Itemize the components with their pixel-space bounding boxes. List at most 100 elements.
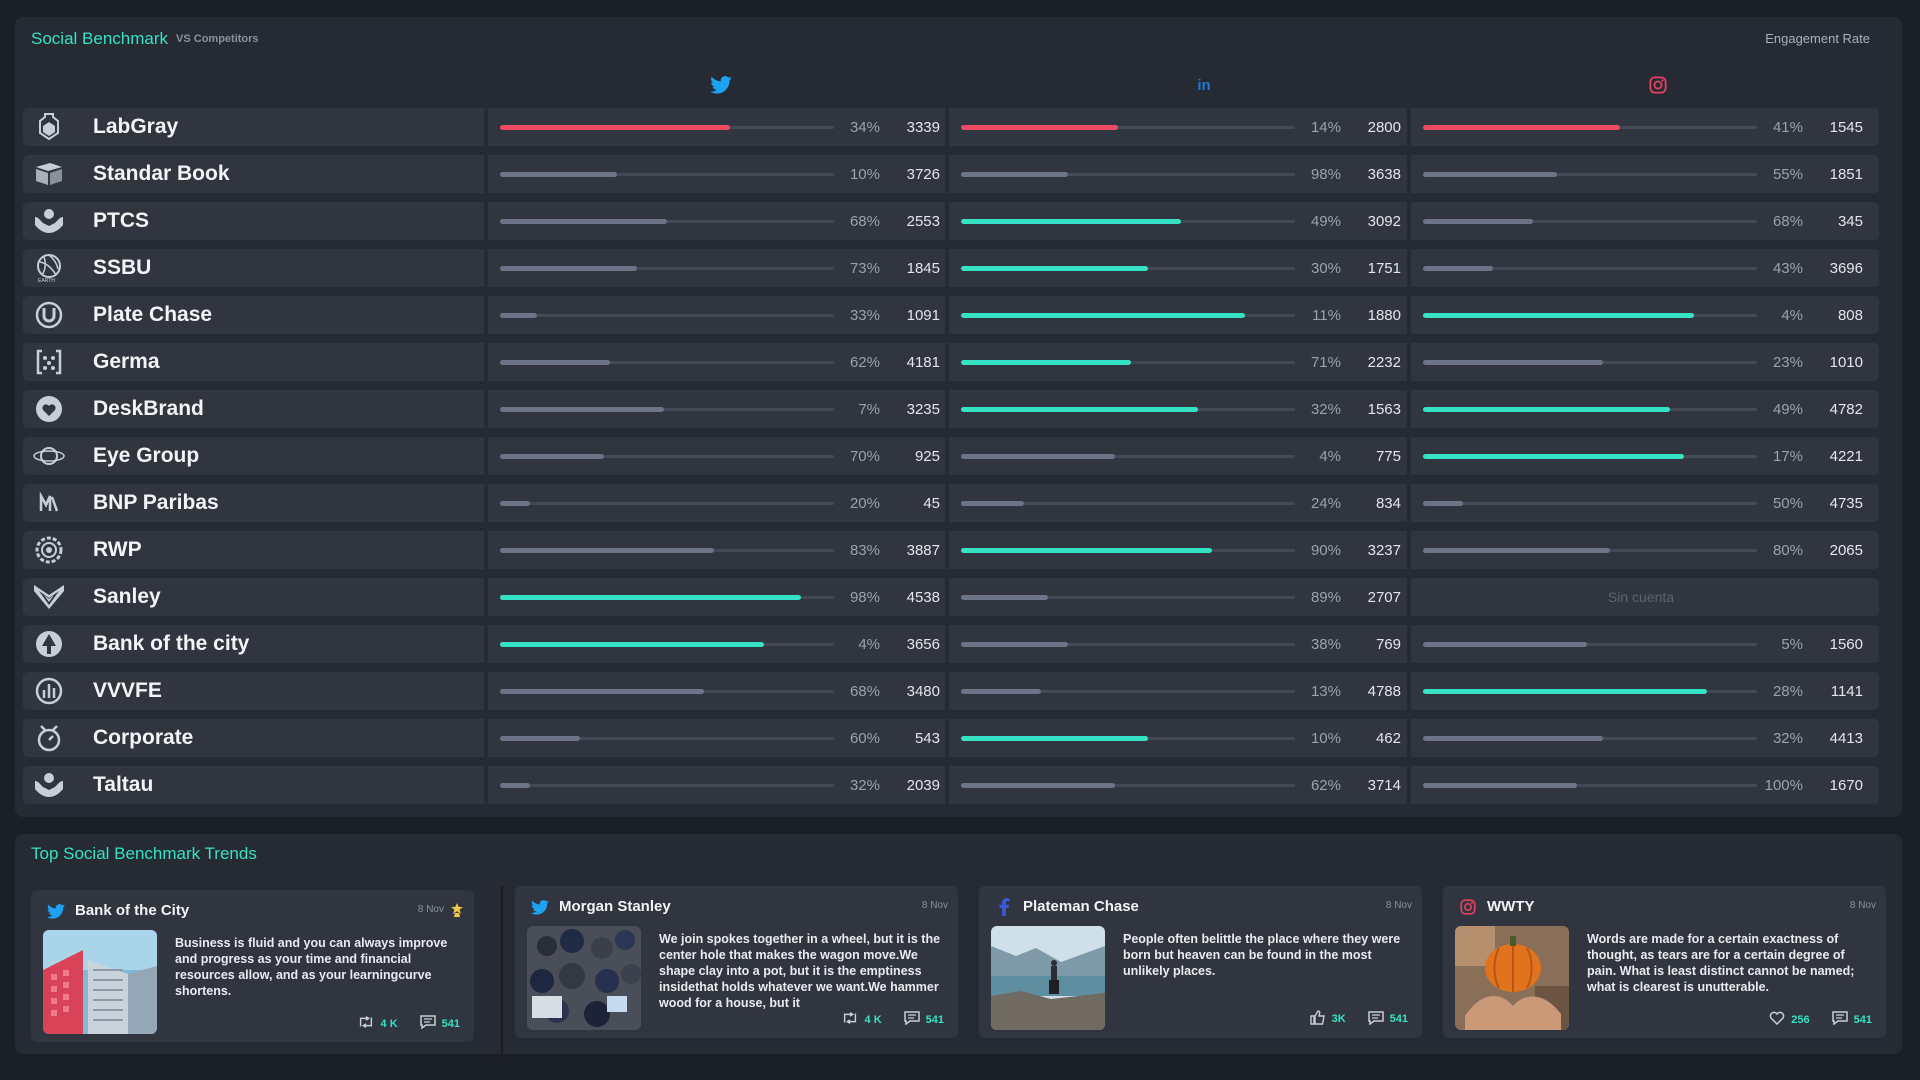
table-row[interactable]: Plate Chase 33% 1091 11% 1880 4% 808	[23, 294, 1879, 341]
stat-comments[interactable]: 541	[903, 1011, 944, 1028]
progress-fill	[961, 548, 1212, 553]
count-value: 3656	[906, 636, 940, 653]
count-value: 462	[1375, 730, 1401, 747]
card-stats: 3K 541	[1296, 1010, 1408, 1028]
table-row[interactable]: Bank of the city 4% 3656 38% 769 5% 1560	[23, 623, 1879, 670]
progress-fill	[500, 172, 617, 177]
stat-primary[interactable]: 4 K	[841, 1011, 882, 1028]
linkedin-cell: 30% 1751	[949, 249, 1411, 287]
progress-track	[500, 595, 834, 600]
stat-primary[interactable]: 256	[1769, 1011, 1810, 1028]
count-value: 1091	[906, 307, 940, 324]
count-value: 3714	[1367, 777, 1401, 794]
progress-fill	[1423, 783, 1577, 788]
percent-value: 80%	[1772, 542, 1803, 559]
linkedin-cell: 98% 3638	[949, 155, 1411, 193]
like-icon	[1309, 1010, 1326, 1028]
percent-value: 68%	[849, 213, 880, 230]
progress-track	[961, 689, 1295, 694]
column-separator	[945, 437, 949, 475]
count-value: 4413	[1829, 730, 1863, 747]
brand-cell: PTCS	[23, 202, 488, 240]
table-row[interactable]: Corporate 60% 543 10% 462 32% 4413	[23, 717, 1879, 764]
brand-name: BNP Paribas	[93, 491, 219, 514]
instagram-cell: 49% 4782	[1411, 390, 1873, 428]
instagram-cell: 32% 4413	[1411, 719, 1873, 757]
count-value: 4538	[906, 589, 940, 606]
table-row[interactable]: Sanley 98% 4538 89% 2707 Sin cuenta	[23, 576, 1879, 623]
percent-value: 32%	[849, 777, 880, 794]
linkedin-cell: 38% 769	[949, 625, 1411, 663]
progress-track	[1423, 501, 1757, 506]
column-separator	[484, 625, 488, 663]
progress-fill	[500, 642, 764, 647]
progress-fill	[500, 219, 667, 224]
table-row[interactable]: LabGray 34% 3339 14% 2800 41% 1545	[23, 106, 1879, 153]
card-date: 8 Nov	[1849, 900, 1876, 911]
table-row[interactable]: Germa 62% 4181 71% 2232 23% 1010	[23, 341, 1879, 388]
trend-card[interactable]: Morgan Stanley 8 Nov We join spokes toge…	[515, 886, 958, 1038]
progress-fill	[961, 595, 1048, 600]
percent-value: 20%	[849, 495, 880, 512]
brand-cell: Eye Group	[23, 437, 488, 475]
brand-name: Plate Chase	[93, 303, 213, 326]
count-value: 1563	[1367, 401, 1401, 418]
table-row[interactable]: PTCS 68% 2553 49% 3092 68% 345	[23, 200, 1879, 247]
progress-track	[500, 219, 834, 224]
lake-photo[interactable]	[991, 926, 1105, 1030]
percent-value: 62%	[849, 354, 880, 371]
stat-comments[interactable]: 541	[1367, 1010, 1408, 1028]
table-row[interactable]: Taltau 32% 2039 62% 3714 100% 1670	[23, 764, 1879, 811]
table-row[interactable]: BNP Paribas 20% 45 24% 834 50% 4735	[23, 482, 1879, 529]
stat-primary[interactable]: 3K	[1309, 1010, 1346, 1028]
pumpkin-photo[interactable]	[1455, 926, 1569, 1030]
linkedin-cell: 14% 2800	[949, 108, 1411, 146]
percent-value: 32%	[1310, 401, 1341, 418]
stat-primary[interactable]: 4 K	[357, 1015, 398, 1032]
table-row[interactable]: RWP 83% 3887 90% 3237 80% 2065	[23, 529, 1879, 576]
progress-fill	[1423, 125, 1621, 130]
instagram-icon	[1646, 73, 1670, 97]
table-row[interactable]: Eye Group 70% 925 4% 775 17% 4221	[23, 435, 1879, 482]
brand-cell: BNP Paribas	[23, 484, 488, 522]
linkedin-cell: 32% 1563	[949, 390, 1411, 428]
column-separator	[945, 108, 949, 146]
twitter-cell: 34% 3339	[488, 108, 950, 146]
instagram-icon	[1457, 896, 1479, 918]
twitter-cell: 10% 3726	[488, 155, 950, 193]
planet-icon	[31, 441, 67, 471]
progress-fill	[500, 125, 731, 130]
progress-track	[500, 454, 834, 459]
crowd-photo[interactable]	[527, 926, 641, 1030]
brand-name: RWP	[93, 538, 142, 561]
percent-value: 49%	[1772, 401, 1803, 418]
progress-fill	[961, 172, 1068, 177]
column-separator	[1407, 249, 1411, 287]
count-value: 3237	[1367, 542, 1401, 559]
table-row[interactable]: DeskBrand 7% 3235 32% 1563 49% 4782	[23, 388, 1879, 435]
percent-value: 7%	[858, 401, 880, 418]
retweet-icon	[357, 1015, 375, 1032]
trend-card[interactable]: Plateman Chase 8 Nov People often belitt…	[979, 886, 1422, 1038]
table-row[interactable]: EARTH SSBU 73% 1845 30% 1751 43% 3696	[23, 247, 1879, 294]
stat-comments[interactable]: 541	[419, 1015, 460, 1032]
trend-card[interactable]: Bank of the City 8 Nov Business is fluid…	[31, 890, 474, 1042]
star-icon[interactable]	[450, 902, 464, 923]
stat-comments[interactable]: 541	[1831, 1011, 1872, 1028]
column-separator	[945, 390, 949, 428]
brand-name: SSBU	[93, 256, 152, 279]
progress-fill	[1423, 266, 1494, 271]
table-row[interactable]: Standar Book 10% 3726 98% 3638 55% 1851	[23, 153, 1879, 200]
progress-fill	[1423, 642, 1587, 647]
network-header: in	[15, 73, 1902, 103]
percent-value: 98%	[849, 589, 880, 606]
table-row[interactable]: VVVFE 68% 3480 13% 4788 28% 1141	[23, 670, 1879, 717]
metric-label: Engagement Rate	[1765, 31, 1870, 46]
column-separator	[1407, 484, 1411, 522]
brand-cell: Corporate	[23, 719, 488, 757]
trend-card[interactable]: WWTY 8 Nov Words are made for a certain …	[1443, 886, 1886, 1038]
brand-name: VVVFE	[93, 679, 162, 702]
building-photo[interactable]	[43, 930, 157, 1034]
instagram-cell: 80% 2065	[1411, 531, 1873, 569]
progress-track	[961, 407, 1295, 412]
